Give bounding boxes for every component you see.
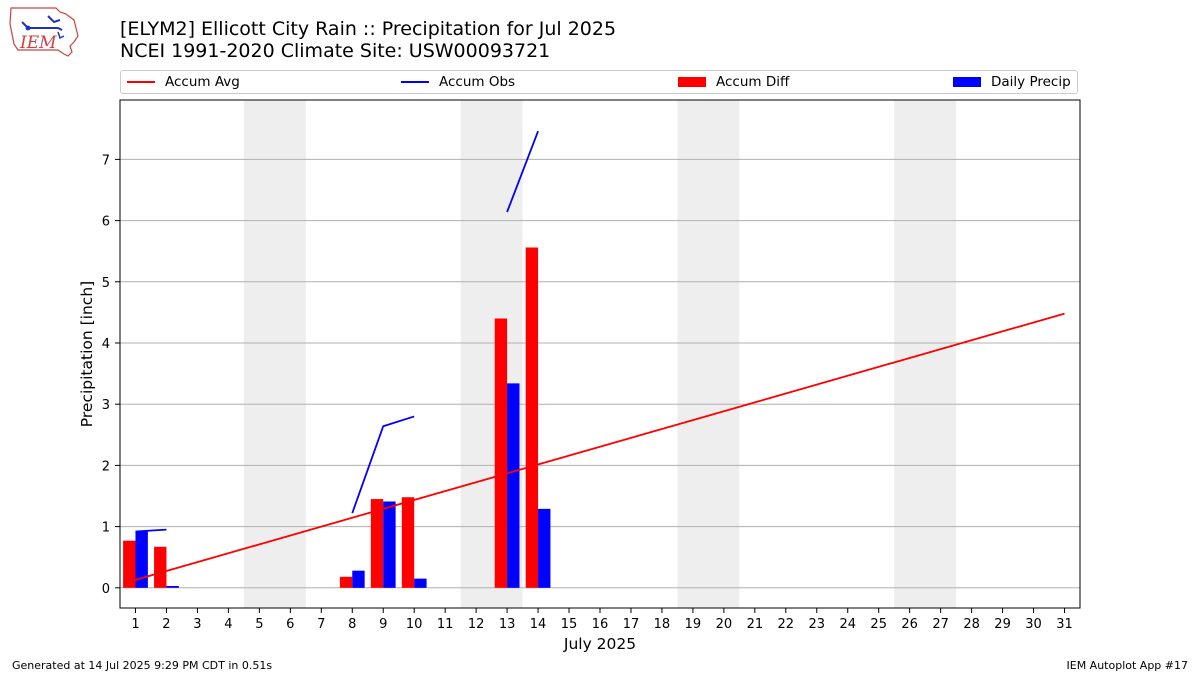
x-tick-label: 17 bbox=[623, 617, 640, 632]
bar-daily-precip bbox=[383, 501, 396, 588]
y-tick-label: 4 bbox=[102, 337, 110, 352]
bar-accum-diff bbox=[370, 499, 384, 588]
legend-item-accum-diff: Accum Diff bbox=[678, 73, 789, 91]
weekend-band bbox=[677, 100, 740, 608]
line-accum-obs bbox=[135, 528, 167, 533]
legend-item-daily-precip: Daily Precip bbox=[953, 73, 1071, 91]
x-tick-label: 6 bbox=[286, 617, 294, 632]
x-tick-label: 21 bbox=[747, 617, 764, 632]
x-tick-label: 29 bbox=[994, 617, 1011, 632]
logo-text: IEM bbox=[19, 33, 57, 53]
footer-app-id: IEM Autoplot App #17 bbox=[1066, 659, 1189, 672]
x-tick-label: 22 bbox=[778, 617, 795, 632]
x-tick-label: 25 bbox=[870, 617, 887, 632]
x-tick-label: 14 bbox=[530, 617, 547, 632]
x-tick-label: 13 bbox=[499, 617, 516, 632]
x-tick-label: 24 bbox=[839, 617, 856, 632]
legend: Accum Avg Accum Obs Accum Diff Daily Pre… bbox=[120, 70, 1078, 94]
x-tick-label: 30 bbox=[1025, 617, 1042, 632]
x-tick-label: 27 bbox=[932, 617, 949, 632]
bar-accum-diff bbox=[154, 546, 167, 588]
x-tick-label: 7 bbox=[317, 617, 325, 632]
chart-title: [ELYM2] Ellicott City Rain :: Precipitat… bbox=[120, 18, 617, 40]
bar-accum-diff bbox=[525, 247, 539, 588]
footer-generated: Generated at 14 Jul 2025 9:29 PM CDT in … bbox=[12, 659, 273, 672]
bar-accum-diff bbox=[401, 497, 415, 588]
bar-accum-diff bbox=[123, 540, 136, 588]
x-tick-label: 4 bbox=[224, 617, 232, 632]
bar-daily-precip bbox=[414, 578, 427, 588]
line-accum-avg bbox=[135, 312, 1065, 581]
bar-daily-precip bbox=[135, 531, 148, 588]
x-tick-label: 18 bbox=[654, 617, 671, 632]
x-tick-label: 26 bbox=[901, 617, 918, 632]
bar-accum-diff bbox=[494, 318, 508, 588]
iem-logo: IEM bbox=[9, 7, 79, 57]
x-tick-label: 16 bbox=[592, 617, 609, 632]
x-axis-label: July 2025 bbox=[563, 635, 636, 653]
y-tick-label: 7 bbox=[102, 153, 110, 168]
bar-daily-precip bbox=[166, 585, 179, 588]
x-tick-label: 1 bbox=[131, 617, 139, 632]
legend-swatch bbox=[678, 77, 706, 87]
legend-swatch bbox=[401, 81, 429, 83]
legend-label: Accum Diff bbox=[716, 74, 790, 90]
x-tick-label: 12 bbox=[468, 617, 485, 632]
bar-daily-precip bbox=[507, 383, 520, 588]
y-tick-label: 6 bbox=[102, 215, 110, 230]
x-tick-label: 11 bbox=[437, 617, 454, 632]
y-axis-label: Precipitation [inch] bbox=[78, 281, 96, 427]
x-tick-label: 20 bbox=[716, 617, 733, 632]
bar-daily-precip bbox=[352, 570, 365, 588]
x-tick-label: 3 bbox=[193, 617, 201, 632]
legend-swatch bbox=[953, 77, 981, 87]
y-tick-label: 1 bbox=[102, 521, 110, 536]
y-tick-label: 5 bbox=[102, 276, 110, 291]
weekend-band bbox=[243, 100, 306, 608]
x-tick-label: 28 bbox=[963, 617, 980, 632]
legend-item-accum-avg: Accum Avg bbox=[127, 73, 240, 91]
bar-daily-precip bbox=[538, 508, 551, 588]
line-accum-obs bbox=[351, 415, 415, 514]
x-tick-label: 2 bbox=[162, 617, 170, 632]
x-tick-label: 15 bbox=[561, 617, 578, 632]
y-tick-label: 0 bbox=[102, 582, 110, 597]
line-accum-obs bbox=[506, 130, 539, 213]
x-tick-label: 8 bbox=[348, 617, 356, 632]
y-tick-label: 3 bbox=[102, 398, 110, 413]
chart-subtitle: NCEI 1991-2020 Climate Site: USW00093721 bbox=[120, 40, 551, 62]
y-tick-label: 2 bbox=[102, 459, 110, 474]
x-tick-label: 5 bbox=[255, 617, 263, 632]
x-tick-label: 31 bbox=[1056, 617, 1073, 632]
x-tick-label: 19 bbox=[685, 617, 702, 632]
legend-label: Daily Precip bbox=[991, 74, 1071, 90]
x-tick-label: 9 bbox=[379, 617, 387, 632]
legend-item-accum-obs: Accum Obs bbox=[401, 73, 515, 91]
legend-swatch bbox=[127, 81, 155, 83]
x-tick-label: 23 bbox=[809, 617, 826, 632]
bar-accum-diff bbox=[339, 576, 353, 588]
x-tick-label: 10 bbox=[406, 617, 423, 632]
legend-label: Accum Avg bbox=[165, 74, 240, 90]
legend-label: Accum Obs bbox=[439, 74, 516, 90]
